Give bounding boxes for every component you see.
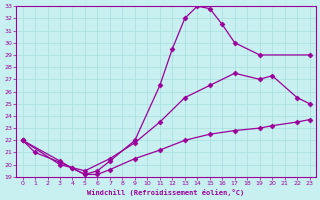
X-axis label: Windchill (Refroidissement éolien,°C): Windchill (Refroidissement éolien,°C) (87, 189, 245, 196)
